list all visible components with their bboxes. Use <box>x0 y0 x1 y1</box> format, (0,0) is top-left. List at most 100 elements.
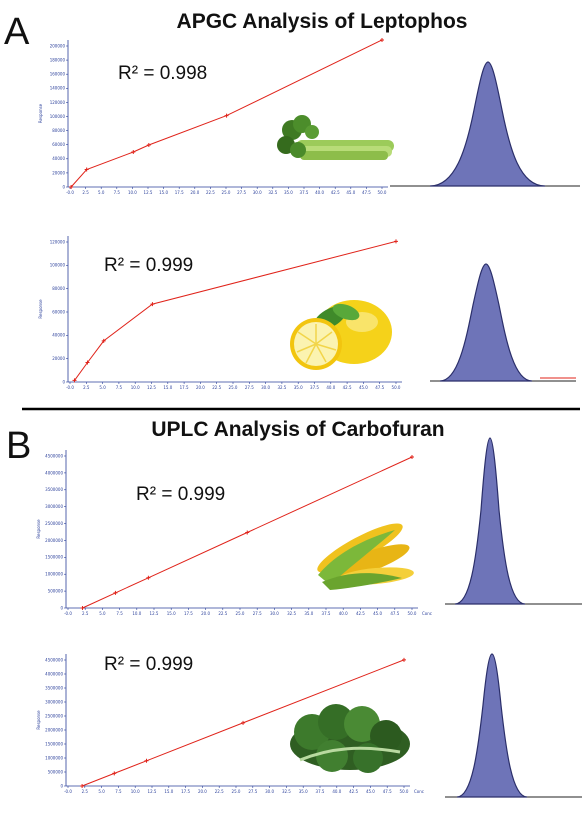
section-title-a: APGC Analysis of Leptophos <box>177 10 468 33</box>
data-point <box>144 758 149 763</box>
y-axis-label: Response <box>38 103 43 123</box>
y-tick-label: 60000 <box>52 142 65 147</box>
x-tick-label: 45.0 <box>346 190 355 195</box>
x-tick-label: 42.5 <box>349 789 358 794</box>
y-axis-label: Response <box>36 519 41 539</box>
data-point <box>380 38 384 42</box>
y-tick-label: 2500000 <box>45 521 63 526</box>
y-tick-label: 1000000 <box>45 572 63 577</box>
y-tick-label: 4500000 <box>45 657 63 662</box>
calibration-plot-carbofuran-corn: -0.0 2.5 5.0 7.5 10.0 12.5 15.0 17.5 20.0 22.5 25.… <box>36 450 432 616</box>
data-point <box>112 771 117 776</box>
y-tick-label: 2000000 <box>45 538 63 543</box>
x-tick-label: 27.5 <box>248 789 257 794</box>
r2-label-carbofuran-kale: R² = 0.999 <box>104 654 193 675</box>
x-tick-label: 30.0 <box>261 385 270 390</box>
x-tick-label: 50.0 <box>392 385 401 390</box>
x-tick-label: 35.0 <box>284 190 293 195</box>
x-tick-label: 5.0 <box>99 611 106 616</box>
x-tick-label: 47.5 <box>362 190 371 195</box>
x-tick-label: 30.0 <box>270 611 279 616</box>
y-tick-label: 100000 <box>50 114 66 119</box>
x-tick-label: 27.5 <box>237 190 246 195</box>
x-tick-label: 37.5 <box>300 190 309 195</box>
data-point <box>101 338 106 343</box>
x-tick-label: 27.5 <box>253 611 262 616</box>
x-tick-label: 15.0 <box>164 789 173 794</box>
x-tick-label: 37.5 <box>322 611 331 616</box>
data-point <box>241 720 246 725</box>
x-tick-label: 32.5 <box>282 789 291 794</box>
y-tick-label: 20000 <box>52 356 65 361</box>
lemon-icon <box>290 300 392 370</box>
x-tick-label: 17.5 <box>184 611 193 616</box>
data-point <box>410 455 414 460</box>
calibration-plot-leptophos-celery: -0.0 2.5 5.0 7.5 10.0 12.5 15.0 17.5 20.0 22.5 25.… <box>38 38 388 195</box>
x-tick-label: 30.0 <box>253 190 262 195</box>
x-tick-label: 22.5 <box>212 385 221 390</box>
data-point <box>150 302 155 307</box>
y-tick-label: 0 <box>62 184 65 189</box>
y-tick-label: 40000 <box>52 156 65 161</box>
x-tick-label: 7.5 <box>114 190 121 195</box>
y-tick-label: 1000000 <box>45 755 63 760</box>
data-point <box>146 575 151 580</box>
data-point <box>113 590 118 595</box>
y-tick-label: 2000000 <box>45 727 63 732</box>
chromatogram-peak-3 <box>445 437 582 605</box>
y-tick-label: 1500000 <box>45 741 63 746</box>
x-tick-label: 50.0 <box>408 611 417 616</box>
x-tick-label: 45.0 <box>359 385 368 390</box>
panel-letter-b: B <box>6 425 31 467</box>
x-tick-label: 2.5 <box>83 385 90 390</box>
x-tick-label: 20.0 <box>190 190 199 195</box>
y-tick-label: 3500000 <box>45 685 63 690</box>
x-tick-label: 17.5 <box>180 385 189 390</box>
calibration-plot-carbofuran-kale: -0.0 2.5 5.0 7.5 10.0 12.5 15.0 17.5 20.0 22.5 25.… <box>36 654 424 794</box>
y-tick-label: 160000 <box>50 72 66 77</box>
x-tick-label: 42.5 <box>343 385 352 390</box>
y-tick-label: 120000 <box>50 100 66 105</box>
x-tick-label: 22.5 <box>218 611 227 616</box>
y-tick-label: 3000000 <box>45 504 63 509</box>
x-tick-label: 12.5 <box>150 611 159 616</box>
panel-letter-a: A <box>4 11 30 53</box>
x-tick-label: 35.0 <box>294 385 303 390</box>
x-tick-label: 12.5 <box>144 190 153 195</box>
y-tick-label: 0 <box>62 379 65 384</box>
celery-icon <box>277 115 394 160</box>
y-tick-label: 500000 <box>48 589 64 594</box>
x-tick-label: 20.0 <box>201 611 210 616</box>
y-tick-label: 200000 <box>50 43 66 48</box>
x-tick-label: 10.0 <box>131 789 140 794</box>
kale-icon <box>290 704 410 773</box>
x-tick-label: 5.0 <box>98 190 105 195</box>
data-point <box>72 378 77 383</box>
x-tick-label: 37.5 <box>316 789 325 794</box>
x-tick-label: 32.5 <box>277 385 286 390</box>
y-tick-label: 4000000 <box>45 671 63 676</box>
x-tick-label: 2.5 <box>82 190 89 195</box>
y-tick-label: 1500000 <box>45 555 63 560</box>
calibration-plot-leptophos-lemon: -0.0 2.5 5.0 7.5 10.0 12.5 15.0 17.5 20.0 22.5 25.… <box>38 236 402 390</box>
x-tick-label: 25.0 <box>236 611 245 616</box>
x-tick-label: 20.0 <box>198 789 207 794</box>
x-tick-label: 50.0 <box>400 789 409 794</box>
x-tick-label: 42.5 <box>356 611 365 616</box>
x-tick-label: 12.5 <box>148 789 157 794</box>
x-tick-label: 47.5 <box>390 611 399 616</box>
x-tick-label: 10.0 <box>131 385 140 390</box>
y-axis-label: Response <box>38 299 43 319</box>
x-tick-label: 10.0 <box>128 190 137 195</box>
x-tick-label: -0.0 <box>64 611 72 616</box>
x-tick-label: 30.0 <box>265 789 274 794</box>
x-tick-label: 7.5 <box>116 385 123 390</box>
y-tick-label: 140000 <box>50 86 66 91</box>
x-tick-label: 45.0 <box>373 611 382 616</box>
y-tick-label: 3500000 <box>45 487 63 492</box>
chromatogram-peak-1 <box>390 61 580 187</box>
x-tick-label: 5.0 <box>99 385 106 390</box>
y-tick-label: 80000 <box>52 286 65 291</box>
x-tick-label: 22.5 <box>206 190 215 195</box>
